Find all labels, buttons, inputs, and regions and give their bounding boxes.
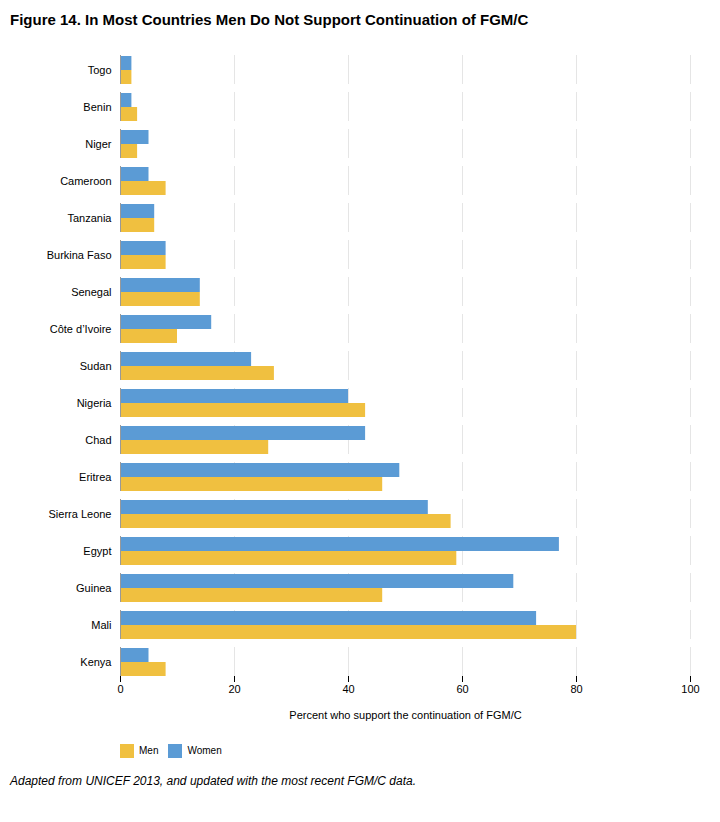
html-text:Figure 14. In Most Countries M: Figure 14. In Most Countries Men Do Not … [10,11,529,28]
svg-text:Benin: Benin [83,101,111,113]
svg-text:80: 80 [570,683,582,695]
svg-text:Côte d’Ivoire: Côte d’Ivoire [50,323,112,335]
svg-text:Chad: Chad [85,434,111,446]
svg-text:Guinea: Guinea [76,582,112,594]
svg-text:Egypt: Egypt [83,545,111,557]
svg-text:20: 20 [228,683,240,695]
svg-text:Percent who support the contin: Percent who support the continuation of … [289,709,521,721]
svg-text:Sierra Leone: Sierra Leone [49,508,112,520]
svg-text:60: 60 [456,683,468,695]
svg-text:40: 40 [342,683,354,695]
svg-text:Burkina Faso: Burkina Faso [47,249,112,261]
svg-text:Tanzania: Tanzania [67,212,112,224]
svg-text:Cameroon: Cameroon [60,175,111,187]
svg-text:Eritrea: Eritrea [79,471,112,483]
svg-text:Senegal: Senegal [71,286,111,298]
html-text:Adapted from UNICEF 2013, and: Adapted from UNICEF 2013, and updated wi… [10,774,416,788]
svg-text:Mali: Mali [91,619,111,631]
html-text:Men: Men [139,745,159,756]
svg-text:Sudan: Sudan [80,360,112,372]
svg-text:100: 100 [681,683,699,695]
svg-text:Kenya: Kenya [80,656,112,668]
html-text:Women: Women [187,745,222,756]
svg-text:Nigeria: Nigeria [77,397,113,409]
svg-text:0: 0 [117,683,123,695]
svg-text:Niger: Niger [85,138,112,150]
svg-text:Togo: Togo [88,64,112,76]
